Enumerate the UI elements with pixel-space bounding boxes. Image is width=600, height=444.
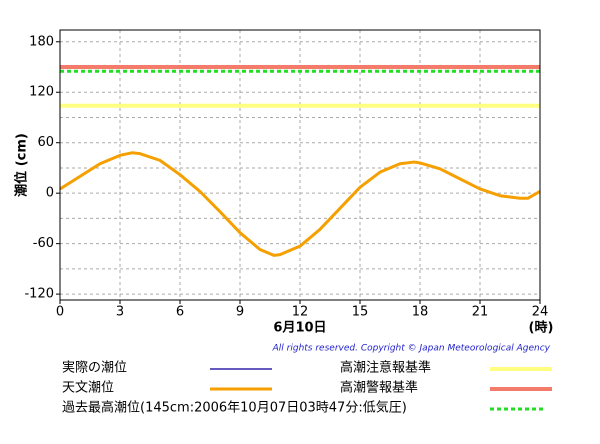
y-tick-label: 0 xyxy=(46,186,54,201)
x-tick-label: 9 xyxy=(236,305,244,320)
x-axis-label: 6月10日 xyxy=(273,321,326,336)
y-tick-label: 120 xyxy=(29,85,54,100)
x-tick-label: 24 xyxy=(532,305,549,320)
y-tick-label: -60 xyxy=(33,236,54,251)
x-tick-label: 0 xyxy=(56,305,64,320)
x-tick-label: 6 xyxy=(176,305,184,320)
legend-label: 高潮警報基準 xyxy=(340,380,418,396)
x-axis-unit: (時) xyxy=(529,320,554,336)
series-line xyxy=(59,151,541,257)
x-tick-label: 18 xyxy=(412,305,429,320)
x-tick-label: 3 xyxy=(116,305,124,320)
y-axis-label: 潮位 (cm) xyxy=(14,133,30,197)
x-tick-label: 12 xyxy=(292,305,309,320)
y-tick-label: -120 xyxy=(24,287,54,302)
x-tick-label: 15 xyxy=(352,305,369,320)
legend-label: 天文潮位 xyxy=(62,381,114,396)
y-tick-label: 60 xyxy=(37,135,54,150)
plot-frame xyxy=(59,29,541,301)
x-tick-label: 21 xyxy=(472,305,489,320)
legend-label: 実際の潮位 xyxy=(62,360,127,376)
legend-label: 高潮注意報基準 xyxy=(340,360,431,376)
copyright: All rights reserved. Copyright © Japan M… xyxy=(272,344,551,354)
y-tick-label: 180 xyxy=(29,34,54,49)
legend-label: 過去最高潮位(145cm:2006年10月07日03時47分:低気圧) xyxy=(62,400,407,416)
